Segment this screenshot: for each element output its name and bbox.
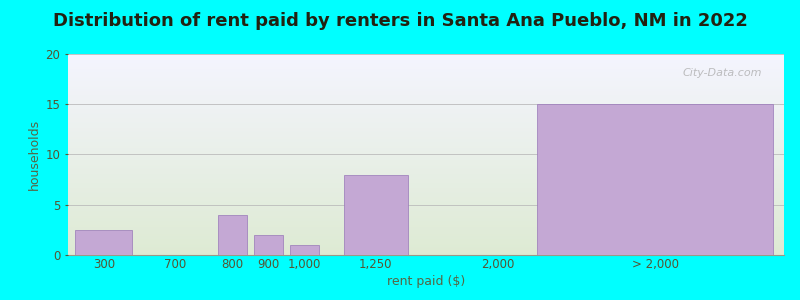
- Bar: [218, 215, 247, 255]
- Bar: [290, 245, 318, 255]
- X-axis label: rent paid ($): rent paid ($): [387, 275, 465, 288]
- Bar: [344, 175, 408, 255]
- Bar: [254, 235, 283, 255]
- Bar: [537, 104, 774, 255]
- Text: City-Data.com: City-Data.com: [683, 68, 762, 78]
- Y-axis label: households: households: [28, 119, 42, 190]
- Bar: [75, 230, 133, 255]
- Text: Distribution of rent paid by renters in Santa Ana Pueblo, NM in 2022: Distribution of rent paid by renters in …: [53, 12, 747, 30]
